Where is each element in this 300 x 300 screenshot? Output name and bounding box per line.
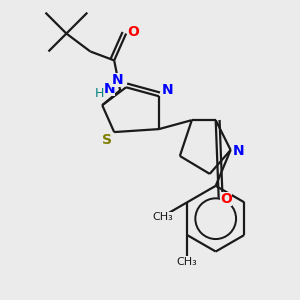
Text: CH₃: CH₃ [153, 212, 173, 222]
Text: N: N [162, 83, 174, 97]
Text: H: H [94, 87, 104, 100]
Text: CH₃: CH₃ [177, 257, 198, 267]
Text: S: S [102, 133, 112, 146]
Text: N: N [104, 82, 116, 96]
Text: O: O [220, 192, 232, 206]
Text: N: N [111, 73, 123, 87]
Text: O: O [128, 25, 140, 39]
Text: N: N [232, 145, 244, 158]
